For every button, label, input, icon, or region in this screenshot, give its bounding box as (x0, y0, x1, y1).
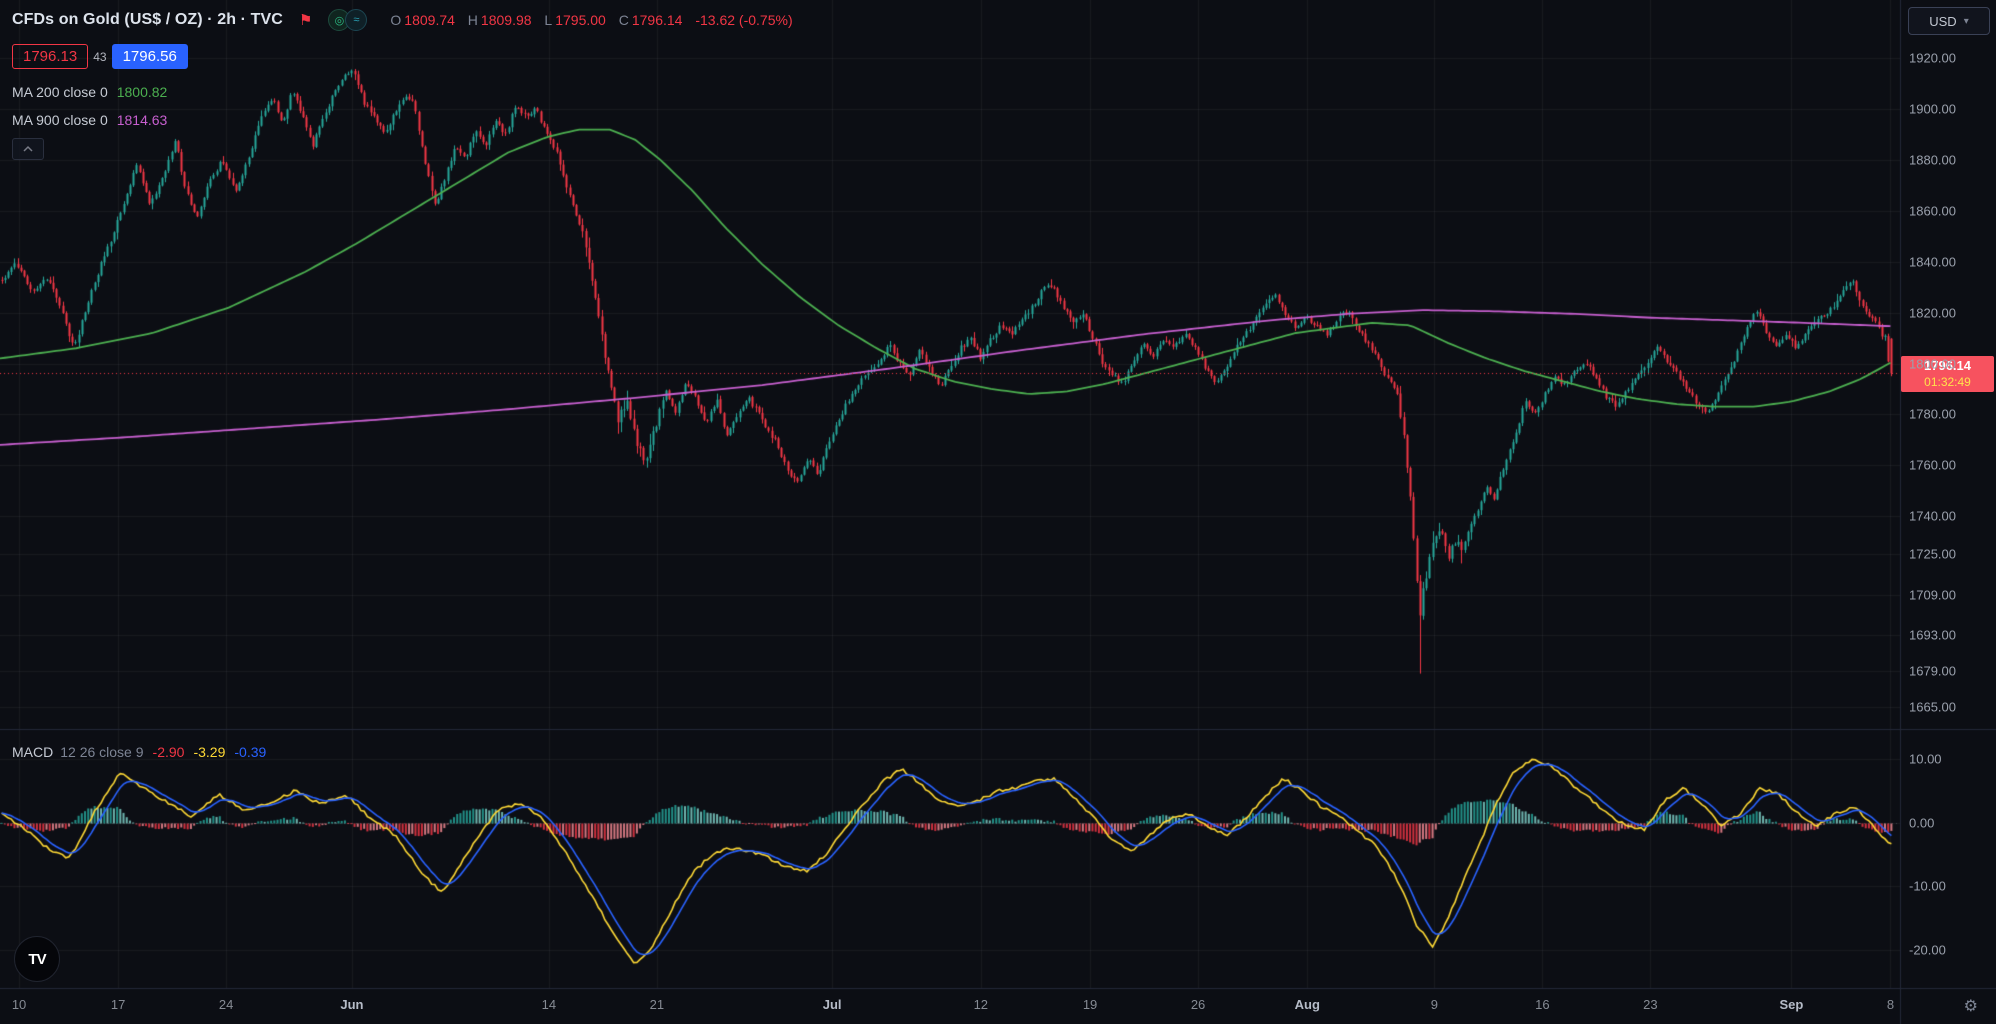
price-tick-label: 1693.00 (1909, 627, 1956, 643)
symbol-title[interactable]: CFDs on Gold (US$ / OZ) · 2h · TVC (12, 11, 283, 28)
time-axis[interactable]: ⚙ 10 17 24 Jun 14 21 Jul 12 19 26 Aug 9 16 23 Sep 8 (0, 988, 1996, 1024)
price-tick-label: 1709.00 (1909, 587, 1956, 603)
ma-200-value: 1800.82 (116, 84, 168, 100)
time-tick-label: 19 (1082, 997, 1098, 1012)
time-tick-label: 9 (1430, 997, 1438, 1012)
macd-tick-label: -10.00 (1909, 878, 1946, 894)
tradingview-logo[interactable]: TV (14, 936, 60, 982)
ask-button[interactable]: 1796.56 (111, 44, 188, 69)
macd-tick-label: -20.00 (1909, 942, 1946, 958)
bid-button[interactable]: 1796.13 (12, 44, 89, 69)
price-tick-label: 1880.00 (1909, 152, 1956, 168)
time-tick-label: 24 (218, 997, 234, 1012)
quote-row: 1796.13 43 1796.56 (12, 44, 793, 69)
instrument-logos: ◎ ≈ (328, 9, 368, 31)
time-tick-label: Aug (1294, 997, 1320, 1012)
tradingview-logo-text: TV (28, 950, 46, 968)
pane-separator[interactable] (0, 724, 1996, 734)
change-value: -13.62 (-0.75%) (695, 12, 793, 28)
close-label: C (618, 12, 629, 28)
price-tick-label: 1760.00 (1909, 457, 1956, 473)
price-tick-label: 1740.00 (1909, 508, 1956, 524)
legend-collapse-button[interactable] (12, 138, 44, 160)
close-value: 1796.14 (631, 12, 683, 28)
currency-logo-icon: ≈ (345, 9, 368, 31)
time-tick-label: 10 (11, 997, 27, 1012)
macd-signal-value: -0.39 (234, 744, 267, 760)
time-tick-label: 8 (1886, 997, 1895, 1012)
last-price-value: 1796.14 (1924, 358, 1971, 374)
flag-icon[interactable]: ⚑ (298, 12, 313, 29)
macd-name: MACD (12, 744, 54, 760)
ma-200-legend[interactable]: MA 200 close 0 1800.82 (12, 82, 793, 102)
settings-gear-icon[interactable]: ⚙ (1963, 998, 1978, 1015)
macd-legend[interactable]: MACD 12 26 close 9 -2.90 -3.29 -0.39 (12, 744, 266, 760)
chevron-down-icon: ▾ (1963, 15, 1969, 27)
time-tick-label: 23 (1643, 997, 1658, 1012)
low-value: 1795.00 (555, 12, 606, 28)
high-value: 1809.98 (480, 12, 532, 28)
price-axis[interactable]: USD ▾ 1796.14 01:32:49 1920.00 1900.00 188… (1900, 0, 1996, 988)
ma-900-label: MA 900 close 0 (12, 112, 108, 128)
price-tick-label: 1725.00 (1909, 546, 1956, 562)
time-tick-label: 21 (649, 997, 665, 1012)
open-value: 1809.74 (404, 12, 455, 28)
macd-hist-value: -2.90 (152, 744, 185, 760)
price-tick-label: 1860.00 (1909, 203, 1956, 219)
currency-label: USD (1929, 13, 1957, 29)
macd-params: 12 26 close 9 (60, 744, 144, 760)
price-tick-label: 1665.00 (1909, 699, 1956, 715)
macd-tick-label: 10.00 (1909, 751, 1942, 767)
ma-900-value: 1814.63 (116, 112, 168, 128)
open-label: O (390, 12, 402, 28)
last-price-tag: 1796.14 01:32:49 (1901, 356, 1994, 393)
time-tick-label: 17 (110, 997, 126, 1012)
macd-line-value: -3.29 (193, 744, 226, 760)
price-tick-label: 1840.00 (1909, 254, 1956, 270)
spread-value: 43 (93, 49, 107, 64)
macd-tick-label: 0.00 (1909, 815, 1935, 831)
symbol-legend: CFDs on Gold (US$ / OZ) · 2h · TVC ⚑ ◎ ≈… (12, 8, 793, 160)
ohlc-values: O 1809.74 H 1809.98 L 1795.00 C 1796.14 -13.… (381, 12, 792, 28)
time-tick-label: Sep (1779, 997, 1804, 1012)
price-tick-label: 1920.00 (1909, 50, 1956, 66)
low-label: L (544, 12, 553, 28)
time-tick-label: 14 (541, 997, 557, 1012)
high-label: H (467, 12, 478, 28)
ma-900-legend[interactable]: MA 900 close 0 1814.63 (12, 110, 793, 130)
time-tick-label: Jul (822, 997, 842, 1012)
time-tick-label: Jun (340, 997, 364, 1012)
ma-200-label: MA 200 close 0 (12, 84, 108, 100)
bar-countdown: 01:32:49 (1924, 375, 1971, 390)
time-tick-label: 16 (1535, 997, 1550, 1012)
price-tick-label: 1679.00 (1909, 663, 1956, 679)
chevron-up-icon (23, 145, 33, 152)
time-tick-label: 26 (1190, 997, 1206, 1012)
price-tick-label: 1800.00 (1909, 356, 1956, 371)
price-tick-label: 1780.00 (1909, 406, 1956, 422)
price-tick-label: 1820.00 (1909, 305, 1956, 321)
currency-selector[interactable]: USD ▾ (1908, 7, 1990, 35)
price-tick-label: 1900.00 (1909, 101, 1956, 117)
time-tick-label: 12 (973, 997, 989, 1012)
symbol-title-row: CFDs on Gold (US$ / OZ) · 2h · TVC ⚑ ◎ ≈… (12, 8, 793, 32)
